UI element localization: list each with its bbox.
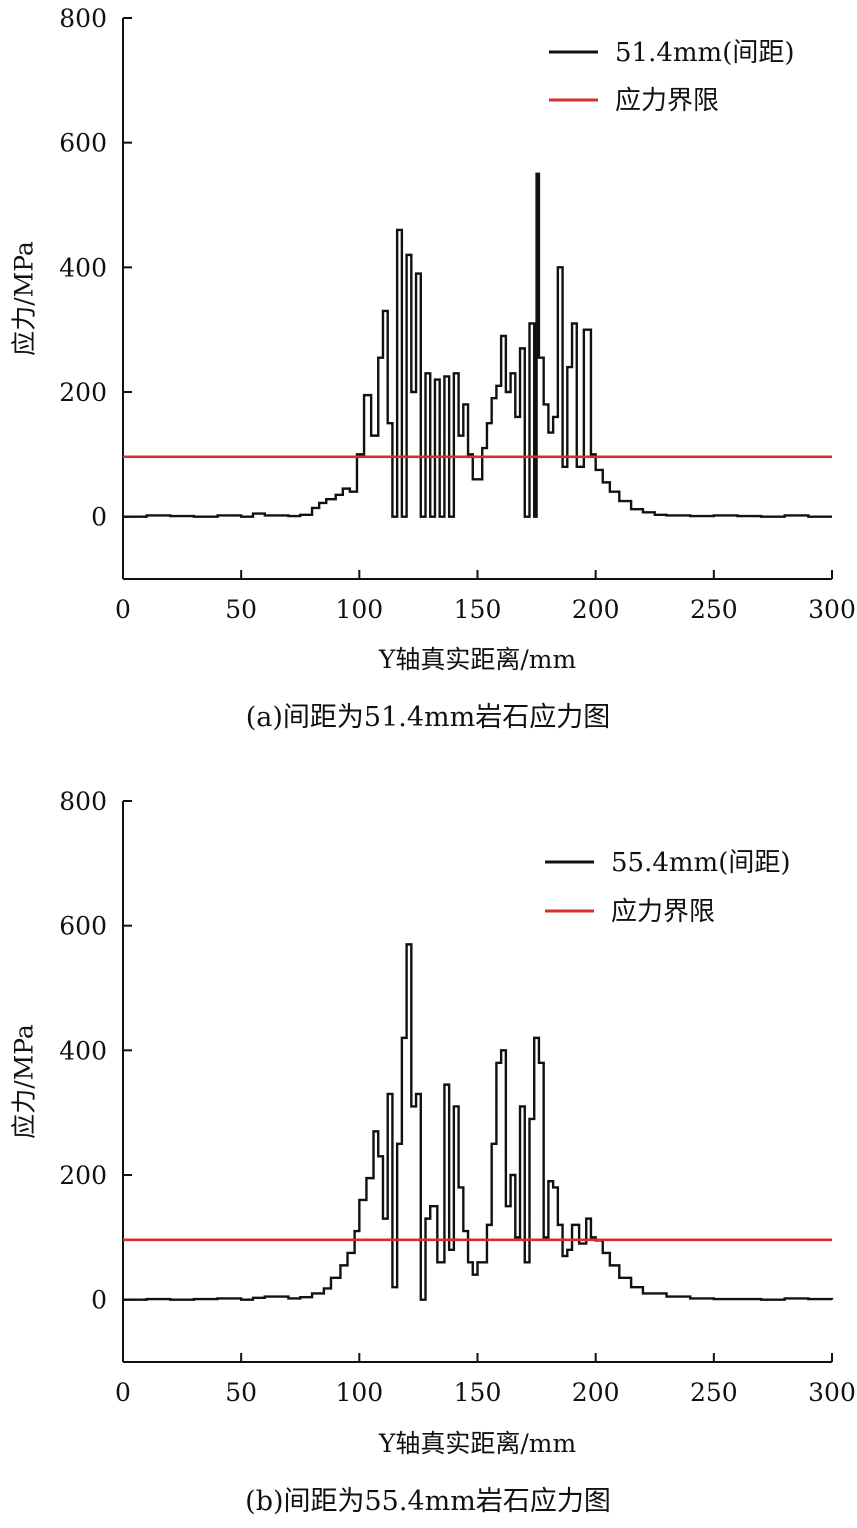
y-tick-label: 800 [59, 4, 107, 33]
series-line-spacing [123, 943, 834, 1301]
chart-panel-a: 0 200 400 600 800 0 50 100 150 200 250 300 Y轴真实距离/mm… [10, 4, 856, 733]
y-tick-label: 600 [59, 129, 107, 158]
x-tick-label: 50 [225, 595, 257, 624]
x-tick-label: 250 [690, 595, 738, 624]
x-axis-label: Y轴真实距离/mm [378, 645, 577, 674]
x-tick-label: 150 [454, 1378, 502, 1407]
x-tick-label: 100 [335, 595, 383, 624]
y-tick-label: 600 [59, 912, 107, 941]
y-tick-label: 400 [59, 253, 107, 282]
y-tick-label: 800 [59, 787, 107, 816]
y-tick-label: 400 [59, 1036, 107, 1065]
legend-label: 55.4mm(间距) [611, 848, 791, 878]
x-tick-label: 250 [690, 1378, 738, 1407]
legend-label: 51.4mm(间距) [615, 38, 795, 68]
y-tick-label: 200 [59, 378, 107, 407]
x-tick-label: 200 [572, 1378, 620, 1407]
figure-caption: (a)间距为51.4mm岩石应力图 [246, 702, 611, 733]
x-tick-label: 100 [335, 1378, 383, 1407]
x-axis-label: Y轴真实距离/mm [378, 1429, 577, 1458]
y-tick-label: 0 [91, 1286, 107, 1315]
legend-label: 应力界限 [615, 86, 719, 116]
y-tick-label: 0 [91, 503, 107, 532]
series-line-spacing [123, 172, 832, 518]
chart-panel-b: 0 200 400 600 800 0 50 100 150 200 250 300 Y轴真实距离/mm… [10, 787, 856, 1517]
x-tick-label: 300 [808, 1378, 856, 1407]
y-tick-label: 200 [59, 1161, 107, 1190]
x-tick-label: 300 [808, 595, 856, 624]
x-tick-label: 200 [572, 595, 620, 624]
x-tick-label: 150 [454, 595, 502, 624]
y-axis-label: 应力/MPa [10, 241, 39, 356]
x-tick-label: 50 [225, 1378, 257, 1407]
figure-caption: (b)间距为55.4mm岩石应力图 [245, 1486, 611, 1517]
legend-label: 应力界限 [611, 897, 715, 927]
x-tick-label: 0 [115, 595, 131, 624]
y-axis-label: 应力/MPa [10, 1024, 39, 1139]
x-tick-label: 0 [115, 1378, 131, 1407]
